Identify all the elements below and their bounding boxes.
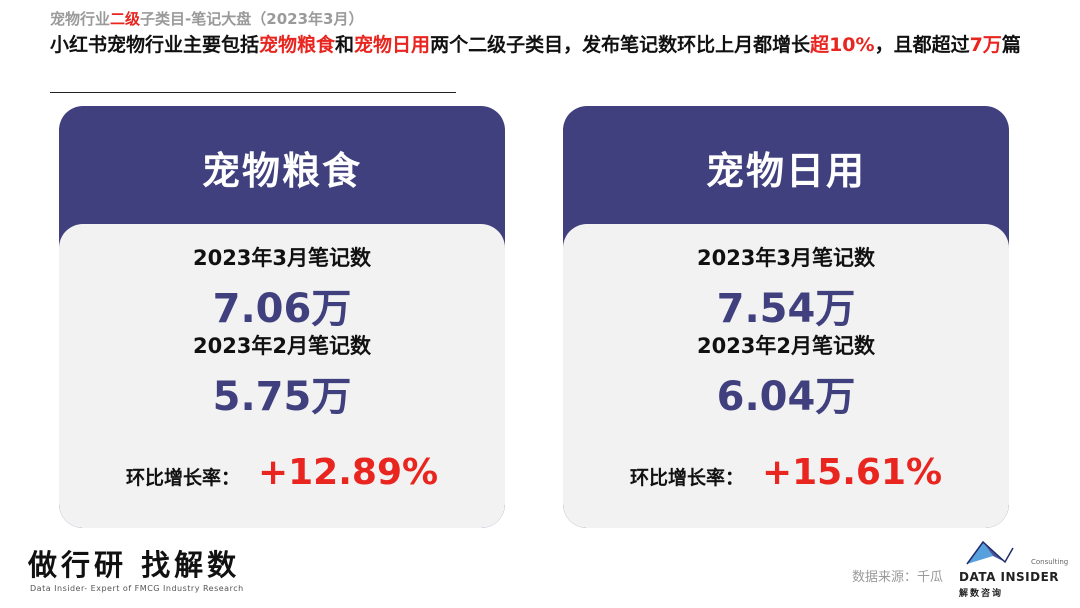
growth-value: +12.89% [257, 452, 439, 493]
march-notes-value: 7.06万 [212, 286, 352, 332]
logo-name: DATA INSIDER [959, 570, 1060, 584]
february-notes-label: 2023年2月笔记数 [192, 334, 372, 358]
headline-seg-6: ，且都超过 [874, 34, 970, 56]
headline-seg-2: 和 [335, 34, 355, 56]
card-body [59, 224, 505, 528]
february-notes-value: 6.04万 [716, 374, 856, 420]
growth-row: 环比增长率： +15.61% [563, 452, 1009, 493]
card-title: 宠物日用 [705, 148, 866, 193]
march-notes-value: 7.54万 [716, 286, 856, 332]
card-body [563, 224, 1009, 528]
february-notes-label: 2023年2月笔记数 [696, 334, 876, 358]
headline-seg-0: 小红书宠物行业主要包括 [50, 34, 260, 56]
february-notes-value: 5.75万 [212, 374, 352, 420]
headline: 小红书宠物行业主要包括宠物粮食和宠物日用两个二级子类目，发布笔记数环比上月都增长… [50, 32, 1050, 59]
march-notes-label: 2023年3月笔记数 [696, 246, 876, 270]
headline-seg-3: 宠物日用 [354, 34, 431, 56]
headline-seg-4: 两个二级子类目，发布笔记数环比上月都增长 [430, 34, 811, 56]
card-title: 宠物粮食 [201, 148, 362, 193]
headline-seg-8: 篇 [1001, 34, 1021, 56]
growth-row: 环比增长率： +12.89% [59, 452, 505, 493]
headline-seg-5: 超10% [810, 34, 875, 56]
brand-slogan: 做行研 找解数 [28, 548, 241, 582]
logo-chinese-name: 解数咨询 [959, 589, 1004, 599]
growth-label: 环比增长率： [629, 467, 744, 489]
data-source: 数据来源：千瓜 [852, 570, 944, 585]
section-caption: 宠物行业二级子类目-笔记大盘（2023年3月） [50, 8, 363, 29]
card-pet-food: 宠物粮食 2023年3月笔记数 7.06万 2023年2月笔记数 5.75万 环… [59, 106, 505, 528]
caption-part-2: 子类目-笔记大盘（2023年3月） [140, 10, 364, 28]
growth-value: +15.61% [761, 452, 943, 493]
caption-highlight: 二级 [110, 10, 141, 28]
logo-mark-icon [966, 540, 1014, 565]
march-notes-label: 2023年3月笔记数 [192, 246, 372, 270]
headline-seg-1: 宠物粮食 [259, 34, 336, 56]
logo-consulting-text: Consulting [1031, 558, 1069, 566]
headline-seg-7: 7万 [969, 34, 1002, 56]
brand-tagline: Data Insider- Expert of FMCG Industry Re… [30, 584, 244, 593]
growth-label: 环比增长率： [125, 467, 240, 489]
card-pet-supplies: 宠物日用 2023年3月笔记数 7.54万 2023年2月笔记数 6.04万 环… [563, 106, 1009, 528]
headline-divider [50, 92, 456, 93]
data-insider-logo: Consulting DATA INSIDER 解数咨询 [955, 538, 1069, 600]
caption-part-1: 宠物行业 [50, 10, 111, 28]
